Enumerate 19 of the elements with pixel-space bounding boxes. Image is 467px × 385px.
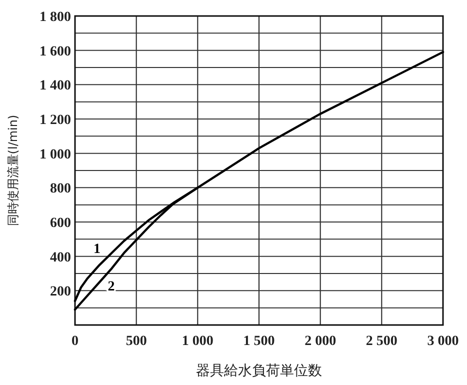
y-tick-label: 1 400 bbox=[40, 78, 71, 94]
y-axis-title: 同時使用流量(l/min) bbox=[6, 114, 20, 226]
y-tick-label: 200 bbox=[50, 284, 71, 300]
y-tick-label: 1 600 bbox=[40, 44, 71, 60]
x-tick-label: 0 bbox=[72, 334, 78, 349]
x-tick-label: 1 500 bbox=[243, 334, 275, 349]
series-label: 1 bbox=[94, 242, 101, 257]
y-tick-label: 400 bbox=[50, 250, 71, 266]
x-tick-label: 1 000 bbox=[182, 334, 214, 349]
y-tick-label: 800 bbox=[50, 182, 71, 197]
y-tick-label: 1 200 bbox=[40, 113, 71, 128]
x-tick-label: 3 000 bbox=[427, 334, 459, 349]
y-tick-label: 1 800 bbox=[40, 10, 71, 25]
y-tick-label: 1 000 bbox=[40, 147, 71, 162]
x-axis-title: 器具給水負荷単位数 bbox=[196, 363, 322, 379]
x-tick-label: 2 500 bbox=[366, 334, 398, 349]
x-tick-label: 500 bbox=[126, 334, 147, 349]
y-tick-label: 600 bbox=[50, 216, 71, 231]
x-tick-label: 2 000 bbox=[304, 334, 336, 349]
